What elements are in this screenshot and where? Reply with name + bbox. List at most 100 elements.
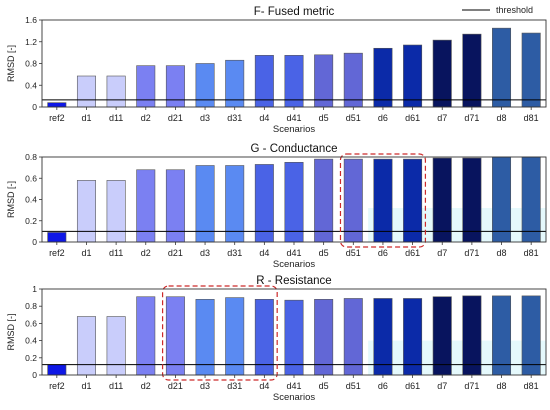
y-tick-label: 0.4 (25, 336, 37, 346)
bar-ref2 (47, 232, 67, 243)
x-tick-label-d51: d51 (346, 113, 361, 123)
highlight-box (161, 285, 278, 381)
y-tick-label: 1.2 (25, 37, 37, 47)
x-tick-label-d11: d11 (109, 248, 123, 258)
x-tick-label-d31: d31 (227, 113, 242, 123)
bar-d31 (225, 297, 245, 376)
x-tick-label-d1: d1 (81, 248, 91, 258)
bar-d4 (254, 55, 274, 108)
shaded-region (368, 340, 546, 375)
bar-d7 (432, 39, 452, 108)
bar-d31 (225, 165, 245, 243)
bar-d41 (284, 299, 304, 376)
bar-d1 (76, 75, 96, 108)
bar-d61 (403, 298, 423, 376)
bar-d2 (136, 296, 156, 376)
x-tick-label-d21: d21 (168, 113, 183, 123)
x-tick-label-d21: d21 (168, 248, 183, 258)
bar-d11 (106, 316, 126, 376)
x-tick-label-d4: d4 (259, 248, 269, 258)
x-tick-label-d61: d61 (405, 381, 420, 391)
plot-frame (41, 288, 547, 376)
bar-d11 (106, 75, 126, 108)
bar-d61 (403, 158, 423, 243)
chart-panel-3: 0 0.2 0.4 0.6 0.8 1 ref2 d1 d11 d2 d21 d3 d31 d4 d41 d5… (6, 275, 547, 403)
bar-d51 (343, 298, 363, 376)
x-tick-label-d41: d41 (286, 248, 301, 258)
x-tick-label-d81: d81 (524, 381, 539, 391)
bar-d11 (106, 180, 126, 243)
bar-d1 (76, 180, 96, 243)
x-tick-label-d1: d1 (81, 381, 91, 391)
bar-d6 (373, 47, 393, 108)
x-tick-label-d8: d8 (497, 113, 507, 123)
bar-d5 (314, 54, 334, 108)
bar-d1 (76, 316, 96, 376)
shaded-region (368, 208, 546, 242)
y-tick-label: 0.8 (25, 152, 37, 162)
x-tick-label-d2: d2 (141, 381, 151, 391)
bar-d3 (195, 63, 215, 108)
y-tick-label: 1.6 (25, 15, 37, 25)
x-tick-label-d7: d7 (437, 248, 447, 258)
y-tick-label: 1 (32, 284, 37, 294)
x-tick-label-d5: d5 (319, 113, 329, 123)
bar-d8 (492, 27, 512, 108)
y-tick-label: 0.8 (25, 301, 37, 311)
x-tick-label-d6: d6 (378, 113, 388, 123)
bar-d61 (403, 44, 423, 108)
bar-d7 (432, 157, 452, 243)
y-tick-label: 0 (32, 237, 37, 247)
bar-d2 (136, 65, 156, 108)
bar-d3 (195, 299, 215, 376)
x-tick-label-d6: d6 (378, 381, 388, 391)
bar-d81 (521, 156, 541, 243)
y-tick-label: 0 (32, 102, 37, 112)
x-tick-label-d4: d4 (259, 381, 269, 391)
bar-d8 (492, 295, 512, 376)
x-tick-label-d81: d81 (524, 113, 539, 123)
x-tick-label-d2: d2 (141, 113, 151, 123)
x-tick-label-d8: d8 (497, 248, 507, 258)
chart-title: R - Resistance (256, 275, 331, 287)
x-tick-label-ref2: ref2 (49, 113, 65, 123)
bar-d6 (373, 158, 393, 243)
bar-d3 (195, 165, 215, 243)
chart-panel-2: 0 0.2 0.4 0.6 0.8 ref2 d1 d11 d2 d21 d3 d31 d4 d41 d5 d… (6, 143, 547, 270)
bar-d41 (284, 55, 304, 108)
bar-d41 (284, 162, 304, 243)
x-tick-label-d3: d3 (200, 113, 210, 123)
x-tick-label-d7: d7 (437, 113, 447, 123)
x-tick-label-d5: d5 (319, 381, 329, 391)
y-axis-label: RMSD [-] (6, 45, 16, 82)
y-tick-label: 0.4 (25, 195, 37, 205)
chart-panel-1: 0 0.4 0.8 1.2 1.6 ref2 d1 d11 d2 d21 d3 d31 d4 d41 d5 d… (6, 6, 547, 135)
x-tick-label-d8: d8 (497, 381, 507, 391)
x-tick-label-d71: d71 (464, 381, 479, 391)
chart-title: F- Fused metric (254, 6, 335, 18)
bar-d21 (165, 65, 185, 108)
x-tick-label-d6: d6 (378, 248, 388, 258)
x-axis-label: Scenarios (273, 124, 315, 135)
bar-ref2 (47, 102, 67, 108)
bar-d6 (373, 298, 393, 376)
x-tick-label-d71: d71 (464, 113, 479, 123)
y-tick-label: 0.2 (25, 353, 37, 363)
x-tick-label-d41: d41 (286, 113, 301, 123)
bar-d4 (254, 164, 274, 243)
x-tick-label-d31: d31 (227, 381, 242, 391)
bar-d51 (343, 52, 363, 108)
x-tick-label-d51: d51 (346, 248, 361, 258)
y-tick-label: 0 (32, 370, 37, 380)
bar-d5 (314, 158, 334, 243)
x-tick-label-d4: d4 (259, 113, 269, 123)
x-tick-label-d21: d21 (168, 381, 183, 391)
bar-d4 (254, 299, 274, 376)
y-tick-label: 0.2 (25, 216, 37, 226)
plot-frame (41, 156, 547, 243)
bar-ref2 (47, 364, 67, 376)
bar-d21 (165, 296, 185, 376)
y-tick-label: 0.6 (25, 318, 37, 328)
x-tick-label-d81: d81 (524, 248, 539, 258)
